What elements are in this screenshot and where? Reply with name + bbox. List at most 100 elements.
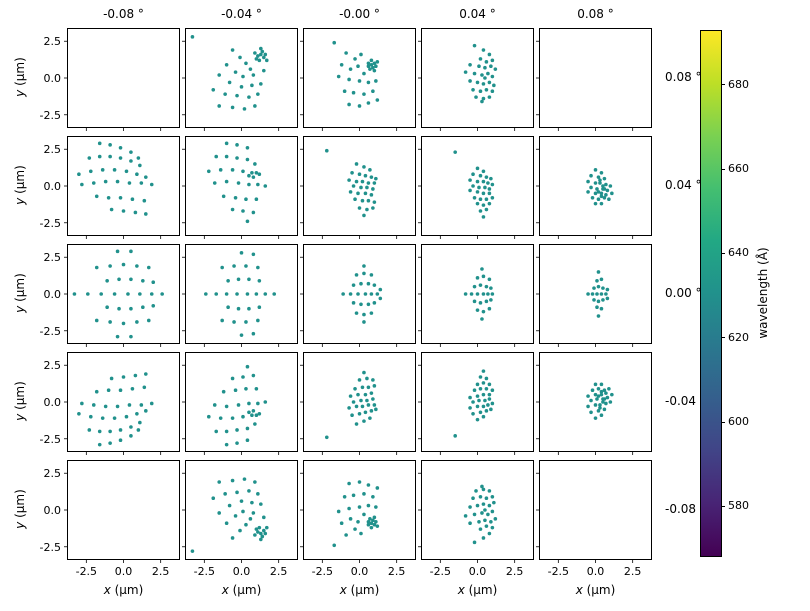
data-point bbox=[487, 80, 492, 85]
data-point bbox=[489, 298, 493, 302]
data-point bbox=[359, 398, 363, 403]
y-tick-label: -2.5 bbox=[40, 217, 61, 230]
data-point bbox=[224, 141, 229, 146]
data-point bbox=[359, 531, 363, 536]
data-point bbox=[369, 62, 374, 67]
data-point bbox=[221, 194, 226, 199]
data-point bbox=[478, 197, 483, 202]
data-point bbox=[468, 521, 472, 526]
data-point bbox=[463, 70, 468, 74]
data-point bbox=[360, 385, 365, 390]
data-point bbox=[366, 101, 371, 105]
data-point bbox=[160, 292, 164, 296]
data-point bbox=[362, 92, 366, 96]
data-point bbox=[354, 162, 359, 166]
scatter-panel-r2c0: 2.5 0.0 -2.5 bbox=[40, 244, 180, 347]
data-point bbox=[347, 102, 351, 107]
data-point bbox=[351, 90, 356, 95]
data-point bbox=[604, 193, 608, 197]
colorbar-tick-mark bbox=[722, 421, 725, 423]
data-point bbox=[481, 414, 486, 419]
data-point bbox=[112, 292, 117, 296]
panel-frame bbox=[539, 460, 652, 560]
data-point bbox=[475, 166, 480, 171]
data-point bbox=[484, 409, 489, 413]
data-point bbox=[251, 210, 256, 215]
data-point bbox=[481, 369, 486, 373]
data-point bbox=[599, 306, 604, 311]
colorbar-tick-label: 580 bbox=[728, 499, 749, 513]
data-point bbox=[481, 392, 486, 397]
data-point bbox=[483, 65, 487, 70]
data-point bbox=[471, 411, 475, 416]
data-point bbox=[471, 400, 475, 404]
data-point bbox=[142, 198, 147, 203]
data-point bbox=[595, 278, 599, 283]
data-point bbox=[217, 511, 221, 515]
data-point bbox=[264, 58, 269, 63]
col-title: -0.08 ° bbox=[103, 7, 144, 21]
data-point bbox=[250, 413, 254, 418]
data-point bbox=[354, 311, 359, 315]
data-point bbox=[610, 392, 614, 397]
data-point bbox=[366, 483, 371, 487]
data-point bbox=[374, 64, 378, 69]
panel-frame bbox=[303, 28, 416, 128]
data-point bbox=[254, 197, 259, 202]
data-point bbox=[351, 283, 356, 287]
data-point bbox=[241, 375, 245, 379]
y-tick-label: 2.5 bbox=[44, 359, 62, 372]
data-point bbox=[118, 438, 123, 443]
data-point bbox=[595, 305, 599, 310]
data-point bbox=[605, 296, 610, 301]
data-point bbox=[596, 299, 601, 304]
data-point bbox=[253, 162, 257, 166]
data-point bbox=[589, 398, 593, 403]
data-point bbox=[478, 173, 483, 178]
panel-frame bbox=[185, 28, 298, 128]
data-point bbox=[344, 533, 348, 537]
data-point bbox=[356, 64, 360, 69]
data-point bbox=[362, 213, 366, 218]
data-point bbox=[218, 168, 223, 172]
data-point bbox=[357, 172, 362, 177]
data-point bbox=[596, 284, 601, 289]
x-tick-label: 0.0 bbox=[469, 565, 487, 578]
data-point bbox=[472, 512, 477, 517]
data-point bbox=[77, 172, 81, 177]
data-point bbox=[257, 172, 262, 177]
data-point bbox=[599, 194, 604, 199]
panel-frame bbox=[67, 352, 180, 452]
data-point bbox=[468, 406, 472, 410]
data-point bbox=[354, 422, 359, 426]
data-point bbox=[117, 306, 121, 311]
data-point bbox=[359, 185, 363, 190]
data-point bbox=[483, 185, 487, 190]
scatter-panel-r0c0: 2.5 0.0 -2.5 bbox=[40, 28, 180, 131]
data-point bbox=[602, 407, 607, 412]
data-point bbox=[151, 303, 156, 308]
data-point bbox=[348, 394, 353, 398]
data-point bbox=[118, 428, 123, 432]
data-point bbox=[235, 156, 239, 160]
data-point bbox=[490, 525, 495, 530]
data-point bbox=[144, 175, 148, 179]
data-point bbox=[251, 511, 256, 515]
data-point bbox=[599, 201, 604, 206]
data-point bbox=[596, 197, 601, 202]
x-tick-label: 2.5 bbox=[506, 565, 523, 578]
data-point bbox=[348, 67, 353, 71]
data-point bbox=[487, 95, 492, 99]
data-point bbox=[149, 401, 154, 406]
row-label: -0.04 ° bbox=[665, 394, 706, 408]
data-point bbox=[247, 410, 251, 415]
data-point bbox=[115, 404, 120, 409]
panel-frame bbox=[539, 136, 652, 236]
data-point bbox=[596, 394, 601, 398]
data-point bbox=[230, 478, 235, 483]
data-point bbox=[602, 176, 607, 181]
data-point bbox=[253, 480, 257, 484]
panel-frame bbox=[67, 460, 180, 560]
data-point bbox=[115, 179, 120, 184]
data-point bbox=[248, 517, 253, 521]
